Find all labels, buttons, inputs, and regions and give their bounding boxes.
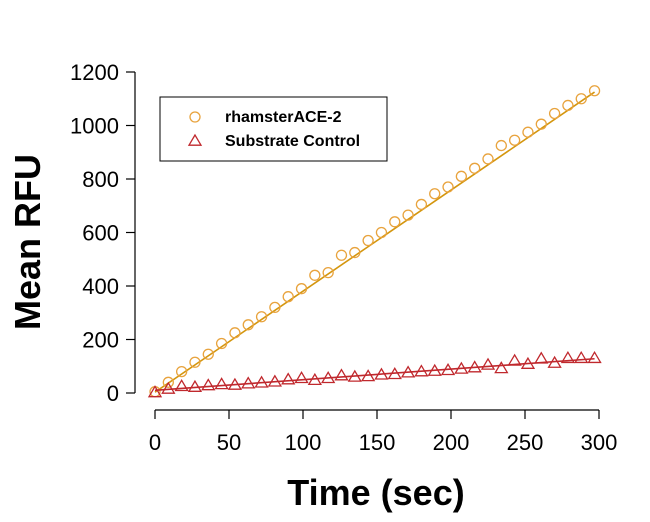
x-tick-label-250: 250 — [507, 430, 544, 455]
point-series-0-4 — [202, 348, 214, 360]
point-series-1-20 — [414, 364, 429, 377]
point-series-1-4 — [201, 378, 216, 391]
point-series-0-27 — [508, 134, 521, 146]
point-series-0-2 — [175, 365, 188, 378]
y-tick-label-0: 0 — [107, 381, 119, 406]
point-series-1-23 — [454, 361, 469, 374]
x-tick-label-0: 0 — [149, 430, 161, 455]
point-series-0-22 — [442, 181, 454, 193]
point-series-0-17 — [375, 226, 388, 239]
point-series-1-32 — [574, 350, 589, 364]
x-tick-label-100: 100 — [285, 430, 322, 455]
point-series-0-24 — [469, 162, 481, 174]
point-series-0-7 — [242, 319, 254, 331]
point-series-1-22 — [440, 362, 456, 376]
series-0 — [149, 85, 601, 398]
point-series-1-2 — [174, 379, 189, 392]
point-series-1-31 — [560, 350, 576, 364]
point-series-1-15 — [347, 369, 362, 382]
legend-box — [159, 96, 388, 162]
point-series-0-19 — [402, 209, 414, 221]
point-series-1-28 — [520, 356, 536, 369]
point-series-0-10 — [282, 291, 294, 303]
point-series-0-13 — [322, 266, 334, 279]
point-series-0-9 — [269, 301, 281, 314]
fit-line-series-1 — [154, 357, 595, 392]
x-tick-label-300: 300 — [581, 430, 618, 455]
y-tick-label-400: 400 — [82, 274, 119, 299]
point-series-0-5 — [215, 337, 228, 350]
point-series-1-26 — [494, 361, 509, 374]
legend: rhamsterACE-2 Substrate Control — [159, 96, 388, 162]
point-series-1-9 — [267, 374, 283, 387]
point-series-1-10 — [281, 372, 296, 385]
y-tick-label-1200: 1200 — [70, 60, 119, 85]
point-series-0-20 — [415, 198, 428, 211]
point-series-1-27 — [507, 353, 522, 366]
y-tick-label-1000: 1000 — [70, 114, 119, 139]
point-series-0-8 — [255, 311, 268, 323]
y-tick-label-600: 600 — [82, 221, 119, 246]
x-tick-label-200: 200 — [433, 430, 470, 455]
point-series-1-24 — [467, 360, 482, 373]
point-series-0-30 — [548, 107, 561, 120]
point-series-0-25 — [482, 153, 494, 165]
point-series-1-25 — [480, 357, 496, 370]
point-series-1-14 — [334, 368, 349, 381]
y-axis-title: Mean RFU — [7, 154, 48, 330]
point-series-1-12 — [307, 372, 322, 386]
legend-label-rhamsterACE-2: rhamsterACE-2 — [225, 109, 342, 126]
point-series-0-16 — [362, 234, 374, 247]
legend-label-substrate-control: Substrate Control — [225, 133, 360, 150]
point-series-1-8 — [254, 375, 269, 388]
point-series-0-29 — [535, 118, 547, 130]
point-series-1-0 — [147, 385, 163, 398]
point-series-0-21 — [429, 188, 441, 200]
legend-marker-substrate-control — [187, 133, 203, 146]
point-series-1-13 — [321, 371, 336, 384]
point-series-0-26 — [495, 139, 507, 152]
x-tick-label-150: 150 — [359, 430, 396, 455]
point-series-0-14 — [335, 249, 348, 261]
point-series-0-11 — [295, 283, 308, 295]
point-series-1-18 — [387, 366, 402, 380]
point-series-0-32 — [575, 93, 587, 105]
y-tick-label-800: 800 — [82, 167, 119, 192]
point-series-1-5 — [214, 377, 229, 390]
point-series-0-1 — [162, 376, 174, 388]
point-series-0-31 — [562, 99, 574, 112]
x-axis-title: Time (sec) — [287, 472, 464, 513]
point-series-1-33 — [587, 350, 602, 364]
point-series-1-19 — [400, 365, 416, 378]
legend-marker-shape-0 — [189, 111, 201, 123]
legend-marker-rhamsterACE-2 — [189, 111, 201, 123]
point-series-0-33 — [588, 85, 601, 97]
legend-marker-shape-1 — [187, 133, 203, 146]
point-series-0-18 — [389, 216, 401, 228]
series-1 — [147, 350, 602, 398]
point-series-0-28 — [522, 126, 534, 138]
point-series-0-3 — [189, 356, 201, 368]
y-tick-label-200: 200 — [82, 328, 119, 353]
point-series-1-30 — [547, 355, 562, 368]
point-series-1-7 — [241, 376, 256, 389]
point-series-0-23 — [455, 170, 468, 182]
point-series-1-11 — [294, 371, 309, 384]
fit-line-series-0 — [154, 91, 596, 393]
point-series-1-6 — [227, 377, 243, 390]
point-series-0-6 — [229, 327, 241, 339]
point-series-0-15 — [349, 246, 361, 259]
x-tick-label-50: 50 — [217, 430, 241, 455]
point-series-1-17 — [374, 367, 389, 380]
point-series-1-16 — [360, 369, 376, 382]
plot-area: 0 200 400 600 800 1000 1200 0 50 100 150 200 250 300 — [70, 60, 617, 455]
point-series-1-29 — [534, 351, 549, 364]
point-series-1-3 — [187, 379, 203, 392]
point-series-0-12 — [309, 269, 321, 281]
point-series-1-21 — [427, 363, 442, 376]
point-series-1-1 — [161, 381, 176, 394]
